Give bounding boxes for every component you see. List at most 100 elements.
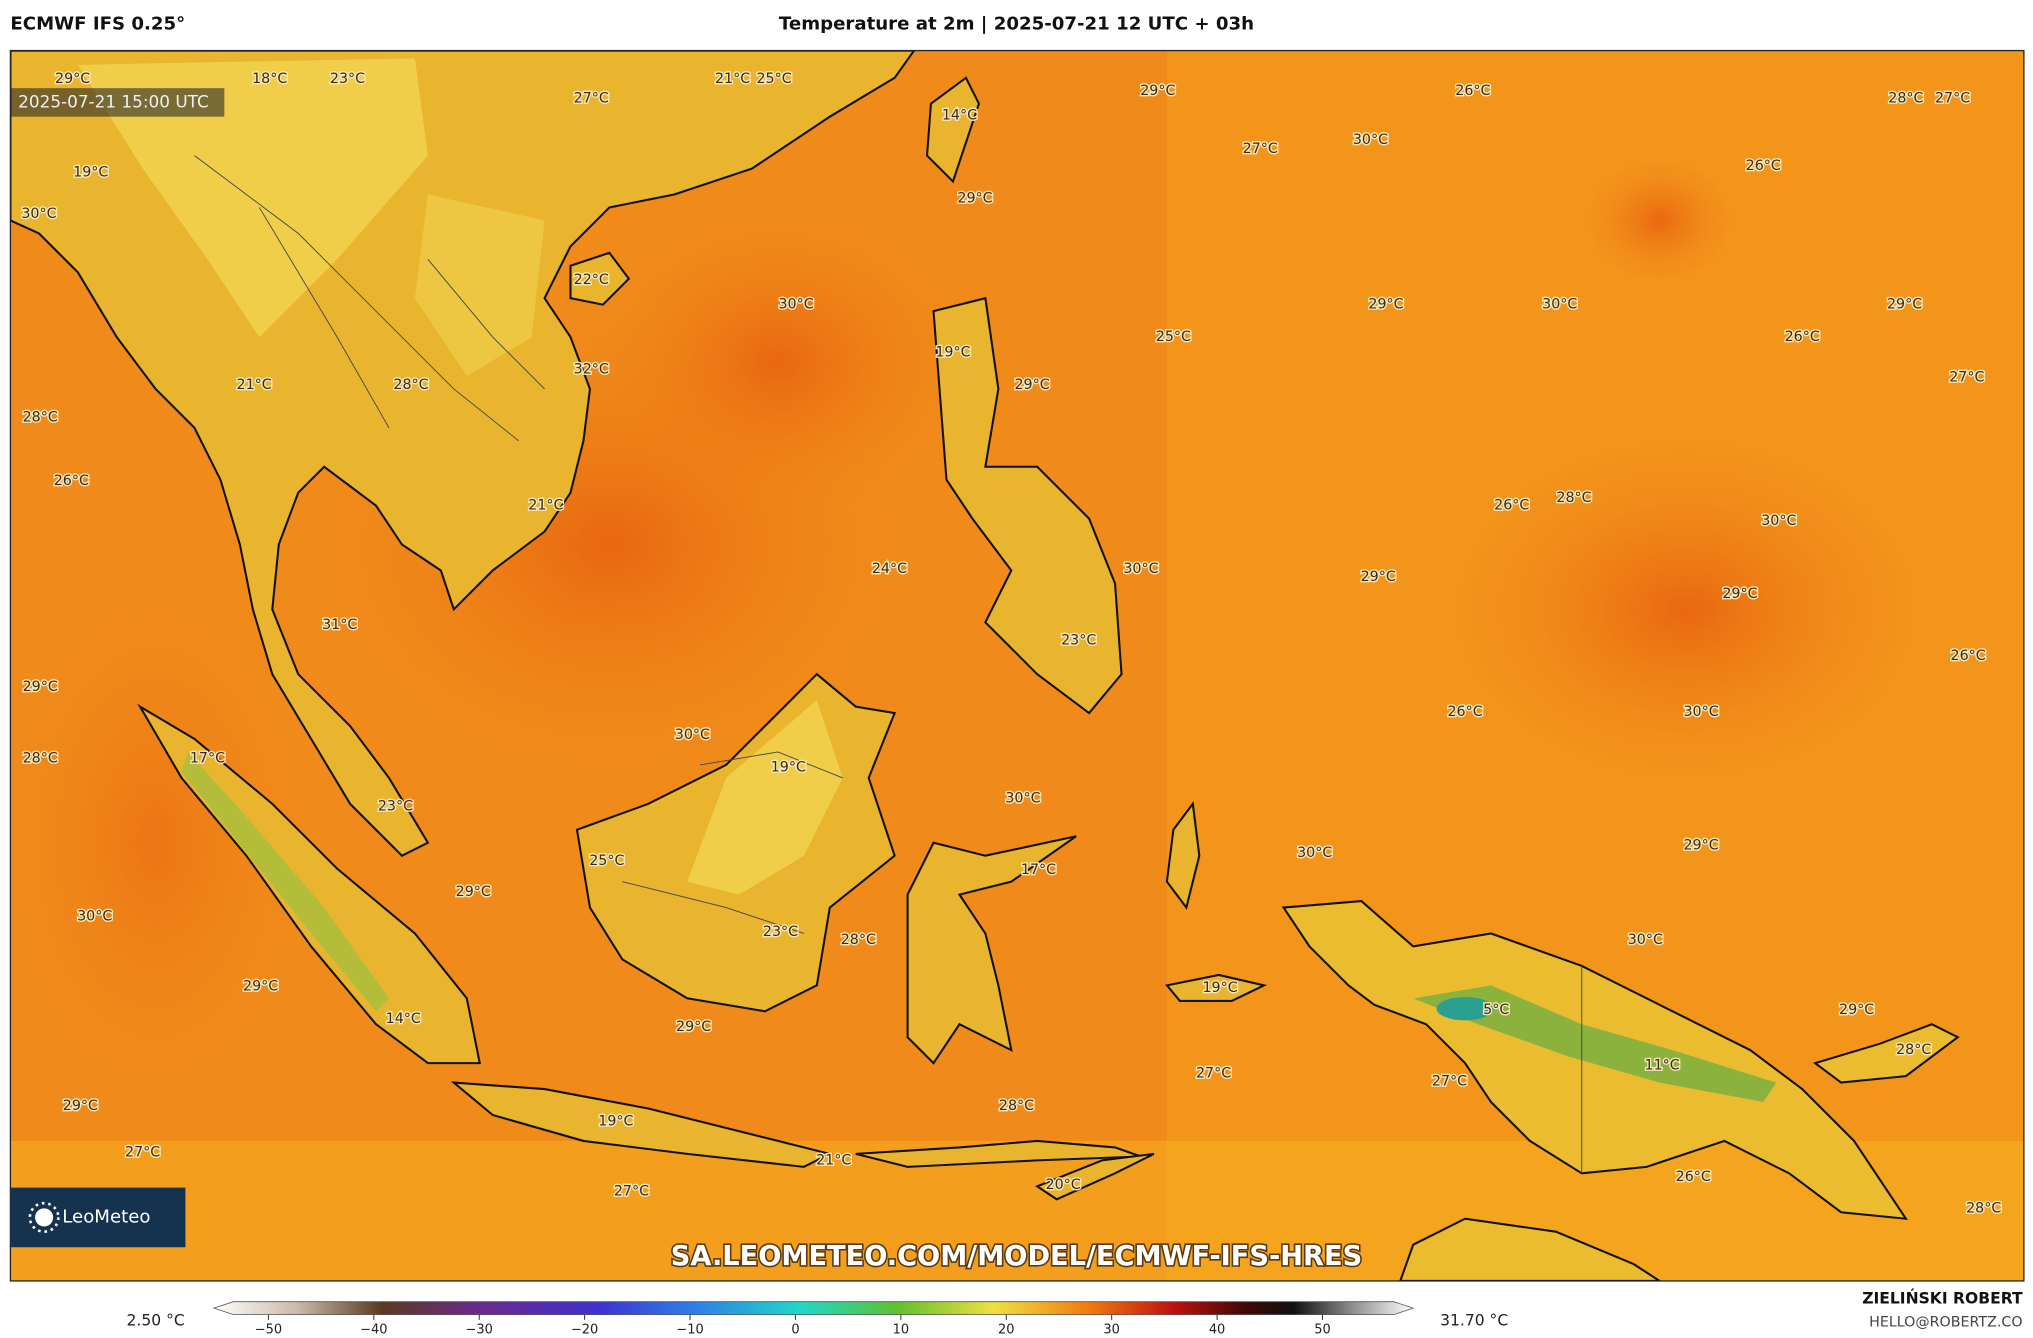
temperature-label: 26°C bbox=[1676, 1169, 1711, 1185]
temperature-label: 29°C bbox=[1887, 297, 1922, 313]
temperature-label: 29°C bbox=[55, 71, 90, 87]
temperature-label: 28°C bbox=[1556, 490, 1591, 506]
temperature-label: 30°C bbox=[1353, 132, 1388, 148]
temperature-label: 26°C bbox=[1951, 648, 1986, 664]
colorbar-tick-label: 20 bbox=[998, 1323, 1014, 1338]
colorbar-tick-label: 10 bbox=[893, 1323, 909, 1338]
temperature-label: 25°C bbox=[1156, 329, 1191, 345]
temperature-label: 28°C bbox=[1966, 1200, 2001, 1216]
warm-area bbox=[1581, 155, 1738, 286]
temperature-label: 32°C bbox=[574, 362, 609, 378]
highlands bbox=[1413, 985, 1777, 1103]
temperature-label: 24°C bbox=[872, 561, 907, 577]
warm-area bbox=[1439, 427, 1932, 791]
temperature-label: 29°C bbox=[456, 884, 491, 900]
colorbar bbox=[212, 1301, 1415, 1316]
logo-rays bbox=[28, 1201, 60, 1233]
temperature-label: 26°C bbox=[1447, 704, 1482, 720]
temperature-label: 29°C bbox=[243, 979, 278, 995]
highlands bbox=[414, 194, 545, 376]
colorbar-tick-label: 30 bbox=[1103, 1323, 1119, 1338]
temperature-label: 27°C bbox=[1935, 91, 1970, 107]
temperature-label: 19°C bbox=[935, 345, 970, 361]
temperature-label: 31°C bbox=[322, 617, 357, 633]
temperature-label: 29°C bbox=[1722, 586, 1757, 602]
temperature-label: 21°C bbox=[715, 71, 750, 87]
colorbar-tick-label: −10 bbox=[676, 1323, 703, 1338]
temperature-label: 29°C bbox=[676, 1019, 711, 1035]
temperature-label: 19°C bbox=[73, 164, 108, 180]
temperature-label: 29°C bbox=[23, 679, 58, 695]
seram bbox=[1164, 973, 1268, 1002]
temperature-label: 27°C bbox=[1949, 369, 1984, 385]
colorbar-tick-label: 50 bbox=[1314, 1323, 1330, 1338]
temperature-label: 21°C bbox=[528, 498, 563, 514]
temperature-label: 30°C bbox=[1297, 845, 1332, 861]
map-area bbox=[10, 50, 2024, 1281]
temperature-label: 26°C bbox=[1746, 158, 1781, 174]
temperature-label: 27°C bbox=[574, 91, 609, 107]
temperature-label: 30°C bbox=[1683, 704, 1718, 720]
temperature-labels: 29°C 18°C 23°C 27°C 21°C 25°C 19°C 30°C 14°C 29°C… bbox=[20, 70, 2003, 1218]
java bbox=[450, 1081, 833, 1168]
map-title: Temperature at 2m | 2025-07-21 12 UTC + … bbox=[779, 14, 1254, 35]
temperature-label: 30°C bbox=[21, 206, 56, 222]
warm-area bbox=[10, 583, 312, 1102]
temperature-label: 21°C bbox=[816, 1152, 851, 1168]
temperature-label: 19°C bbox=[1202, 980, 1237, 996]
temperature-label: 17°C bbox=[190, 750, 225, 766]
temperature-label: 29°C bbox=[1014, 377, 1049, 393]
australia-north bbox=[1399, 1217, 1662, 1281]
temperature-label: 27°C bbox=[1432, 1073, 1467, 1089]
temperature-label: 14°C bbox=[942, 107, 977, 123]
temperature-label: 21°C bbox=[237, 377, 272, 393]
sulawesi bbox=[906, 835, 1077, 1065]
logo-sun bbox=[35, 1208, 54, 1227]
colorbar-tick-label: −30 bbox=[466, 1323, 493, 1338]
temperature-label: 23°C bbox=[330, 71, 365, 87]
temperature-label: 25°C bbox=[589, 853, 624, 869]
colorbar-tick-label: −20 bbox=[571, 1323, 598, 1338]
highlands bbox=[687, 700, 843, 895]
halmahera bbox=[1165, 801, 1201, 910]
hainan bbox=[569, 251, 631, 306]
temperature-label: 27°C bbox=[614, 1183, 649, 1199]
colorbar-tick-label: 0 bbox=[791, 1323, 799, 1338]
temperature-label: 26°C bbox=[1494, 498, 1529, 514]
colorbar-tick-label: −50 bbox=[255, 1323, 282, 1338]
temperature-label: 28°C bbox=[999, 1098, 1034, 1114]
colorbar-tick-label: 40 bbox=[1209, 1323, 1225, 1338]
temperature-label: 19°C bbox=[771, 760, 806, 776]
philippines bbox=[932, 296, 1123, 715]
temperature-label: 28°C bbox=[393, 377, 428, 393]
temperature-label: 23°C bbox=[1061, 632, 1096, 648]
temperature-label: 30°C bbox=[1761, 513, 1796, 529]
temperature-label: 5°C bbox=[1483, 1002, 1509, 1018]
temperature-label: 28°C bbox=[23, 750, 58, 766]
temperature-label: 28°C bbox=[841, 932, 876, 948]
map-frame bbox=[9, 49, 2025, 1282]
temperature-label: 20°C bbox=[1046, 1177, 1081, 1193]
temperature-label: 23°C bbox=[378, 798, 413, 814]
temperature-label: 26°C bbox=[54, 473, 89, 489]
temperature-label: 30°C bbox=[1005, 791, 1040, 807]
temperature-label: 29°C bbox=[1839, 1002, 1874, 1018]
timestamp-box bbox=[10, 88, 225, 117]
highlands bbox=[77, 58, 428, 338]
temperature-label: 18°C bbox=[252, 71, 287, 87]
temperature-label: 19°C bbox=[598, 1113, 633, 1129]
temperature-label: 27°C bbox=[1243, 141, 1278, 157]
temperature-label: 17°C bbox=[1021, 862, 1056, 878]
temperature-label: 27°C bbox=[1196, 1066, 1231, 1082]
temperature-label: 26°C bbox=[1455, 83, 1490, 99]
temperature-label: 28°C bbox=[23, 409, 58, 425]
temperature-label: 30°C bbox=[675, 727, 710, 743]
max-value: 31.70 °C bbox=[1440, 1312, 1508, 1330]
temperature-label: 28°C bbox=[1896, 1042, 1931, 1058]
colorbar-tick-label: −40 bbox=[360, 1323, 387, 1338]
temperature-label: 30°C bbox=[778, 297, 813, 313]
temperature-label: 29°C bbox=[1683, 837, 1718, 853]
warm-area bbox=[583, 207, 973, 519]
cool-south-sea bbox=[10, 1140, 2024, 1281]
